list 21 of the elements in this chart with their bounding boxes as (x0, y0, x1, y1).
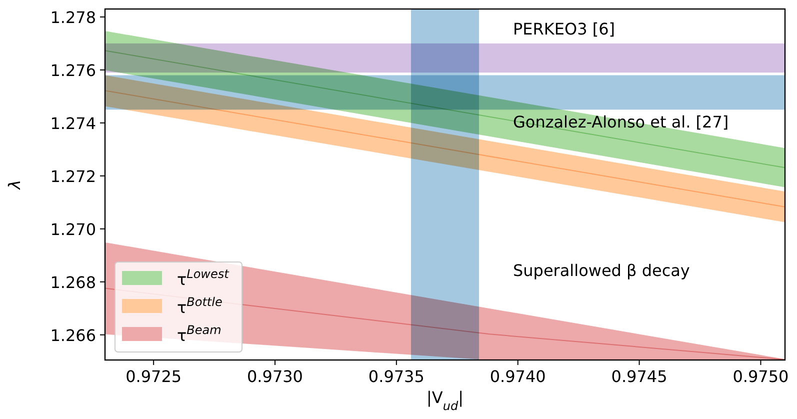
x-tick-label: 0.9730 (247, 367, 303, 386)
legend-label: τ$^{Beam}$ (177, 323, 222, 345)
x-tick-label: 0.9725 (126, 367, 182, 386)
x-tick-label: 0.9735 (368, 367, 424, 386)
y-tick-label: 1.278 (50, 8, 96, 27)
y-tick-label: 1.272 (50, 166, 96, 186)
legend-label: τ$^{Bottle}$ (177, 295, 222, 317)
x-tick-label: 0.9750 (732, 367, 789, 386)
legend-label: τ$^{Lowest}$ (177, 267, 230, 289)
y-tick-label: 1.274 (50, 114, 96, 133)
x-axis-title: |V$_{ud}$| (426, 388, 464, 413)
y-tick-label: 1.268 (50, 272, 96, 292)
y-tick-label: 1.266 (50, 326, 96, 345)
x-tick-label: 0.9740 (490, 367, 546, 386)
y-tick-label: 1.270 (50, 220, 96, 239)
band-label: PERKEO3 [6] (513, 19, 615, 38)
y-axis-title: λ (5, 180, 24, 190)
y-tick-label: 1.276 (50, 60, 96, 80)
band-label: Gonzalez-Alonso et al. [27] (513, 112, 729, 132)
x-tick-label: 0.9745 (611, 367, 668, 386)
band-label: Superallowed β decay (513, 260, 690, 280)
